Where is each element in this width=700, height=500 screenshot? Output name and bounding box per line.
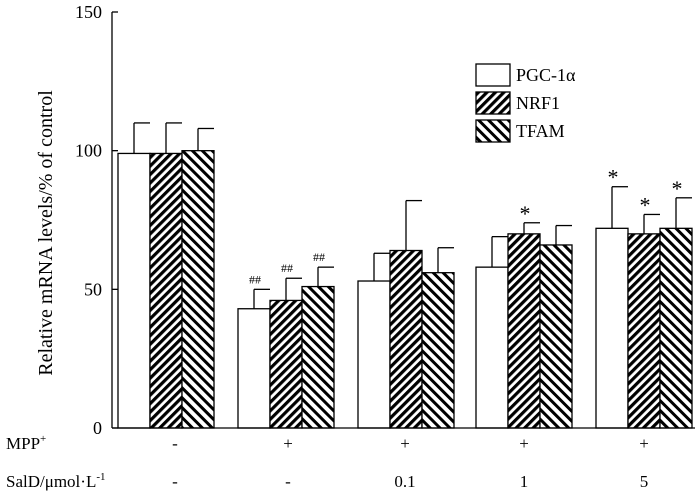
bars-layer (117, 122, 693, 429)
bar-tfam-group-2 (301, 285, 335, 429)
legend-swatch-nrf1 (475, 91, 511, 115)
bar-pgc1a-group-2 (237, 308, 271, 429)
bar-pgc1a-group-1 (117, 152, 151, 429)
bar-pgc1a-group-4 (475, 266, 509, 429)
condition-row-mpp: MPP+ - + + + + (6, 433, 649, 453)
bar-nrf1-group-4 (507, 233, 541, 429)
sald-value-3: 0.1 (394, 472, 415, 491)
significance-mark-nrf1-group-4: * (520, 201, 531, 226)
legend-label-tfam: TFAM (516, 121, 565, 141)
legend: PGC-1α NRF1 TFAM (475, 63, 576, 143)
y-tick-label-50: 50 (84, 279, 102, 299)
legend-label-nrf1: NRF1 (516, 93, 560, 113)
bar-tfam-group-3 (421, 272, 455, 429)
annotation-layer: ## ## ## * * * * (249, 165, 683, 287)
condition-label-sald: SalD/μmol·L-1 (6, 471, 106, 491)
bar-nrf1-group-3 (389, 249, 423, 429)
y-tick-label-150: 150 (75, 2, 102, 22)
condition-row-sald: SalD/μmol·L-1 - - 0.1 1 5 (6, 471, 648, 491)
sald-value-4: 1 (520, 472, 529, 491)
bar-tfam-group-4 (539, 244, 573, 429)
significance-mark-tfam-group-5: * (672, 176, 683, 201)
bar-nrf1-group-1 (149, 152, 183, 429)
legend-swatch-tfam (475, 119, 511, 143)
sald-value-1: - (172, 472, 178, 491)
bar-nrf1-group-2 (269, 299, 303, 429)
bar-tfam-group-5 (659, 227, 693, 429)
mpp-value-5: + (639, 434, 649, 453)
y-tick-label-100: 100 (75, 141, 102, 161)
mpp-value-4: + (519, 434, 529, 453)
mpp-value-3: + (400, 434, 410, 453)
y-axis-title: Relative mRNA levels/% of control (35, 90, 57, 376)
significance-mark-pgc1a-group-2: ## (249, 272, 261, 286)
legend-swatch-pgc1a (475, 63, 511, 87)
y-tick-label-0: 0 (93, 418, 102, 438)
mpp-value-1: - (172, 434, 178, 453)
bar-pgc1a-group-5 (595, 227, 629, 429)
significance-mark-nrf1-group-2: ## (281, 261, 293, 275)
sald-value-5: 5 (640, 472, 649, 491)
bar-tfam-group-1 (181, 150, 215, 429)
bar-nrf1-group-5 (627, 233, 661, 429)
mpp-value-2: + (283, 434, 293, 453)
significance-mark-nrf1-group-5: * (640, 192, 651, 217)
y-ticks: 0 50 100 150 (75, 2, 118, 438)
condition-label-mpp: MPP+ (6, 433, 46, 453)
significance-mark-pgc1a-group-5: * (608, 165, 619, 190)
sald-value-2: - (285, 472, 291, 491)
legend-label-pgc1a: PGC-1α (516, 65, 576, 85)
bar-pgc1a-group-3 (357, 280, 391, 429)
significance-mark-tfam-group-2: ## (313, 250, 325, 264)
